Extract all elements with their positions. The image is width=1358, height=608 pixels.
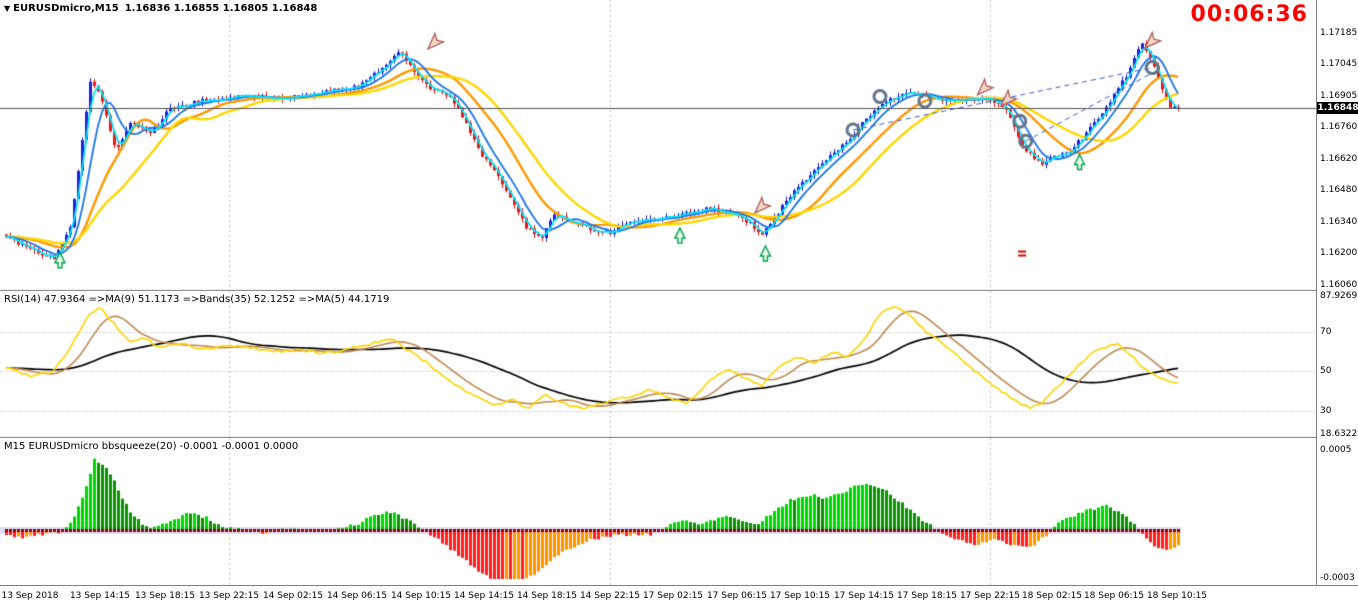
- time-label: 18 Sep 06:15: [1083, 591, 1145, 601]
- axis-tick: 1.16340: [1320, 217, 1358, 227]
- time-label: 13 Sep 18:15: [134, 591, 196, 601]
- symbol-header: ▼ EURUSDmicro,M15 1.16836 1.16855 1.16805 …: [4, 3, 317, 14]
- squeeze-indicator-header: M15 EURUSDmicro bbsqueeze(20) -0.0001 -0…: [4, 441, 299, 452]
- time-label: 17 Sep 14:15: [833, 591, 895, 601]
- candle-countdown-timer: 00:06:36: [1190, 2, 1308, 27]
- time-label: 18 Sep 02:15: [1021, 591, 1083, 601]
- axis-tick: -0.0003: [1320, 573, 1355, 583]
- axis-tick: 1.16620: [1320, 154, 1358, 164]
- time-label: 17 Sep 18:15: [896, 591, 958, 601]
- time-label: 14 Sep 22:15: [579, 591, 641, 601]
- time-label: 13 Sep 22:15: [198, 591, 260, 601]
- dropdown-icon: ▼: [4, 4, 11, 13]
- squeeze-indicator-canvas[interactable]: [0, 438, 1316, 585]
- axis-tick: 1.16060: [1320, 280, 1358, 290]
- symbol-label: EURUSDmicro,M15: [13, 3, 119, 14]
- time-label: 14 Sep 10:15: [390, 591, 452, 601]
- axis-tick: 1.16480: [1320, 185, 1358, 195]
- time-label: 18 Sep 10:15: [1146, 591, 1208, 601]
- axis-tick: 0.0005: [1320, 445, 1352, 455]
- time-label: 17 Sep 10:15: [769, 591, 831, 601]
- axis-tick: 87.9269: [1320, 291, 1358, 301]
- time-label: 13 Sep 2018: [1, 591, 59, 601]
- axis-tick: 1.17045: [1320, 59, 1358, 69]
- axis-tick: 70: [1320, 327, 1332, 337]
- rsi-indicator-header: RSI(14) 47.9364 =>MA(9) 51.1173 =>Bands(…: [4, 294, 390, 305]
- time-label: 14 Sep 06:15: [326, 591, 388, 601]
- axis-tick: 30: [1320, 406, 1332, 416]
- axis-tick: 18.6322: [1320, 429, 1358, 439]
- axis-tick: 1.16200: [1320, 248, 1358, 258]
- time-axis[interactable]: 13 Sep 2018 13 Sep 14:15 13 Sep 18:15 13 Se…: [0, 585, 1358, 608]
- ohlc-values: 1.16836 1.16855 1.16805 1.16848: [124, 3, 318, 14]
- time-label: 17 Sep 22:15: [959, 591, 1021, 601]
- time-label: 17 Sep 02:15: [642, 591, 704, 601]
- axis-tick: 1.16760: [1320, 122, 1358, 132]
- time-label: 14 Sep 18:15: [516, 591, 578, 601]
- time-label: 13 Sep 14:15: [69, 591, 131, 601]
- axis-tick: 1.17185: [1320, 28, 1358, 38]
- main-chart-canvas[interactable]: [0, 0, 1316, 291]
- current-price-badge: 1.16848: [1317, 102, 1358, 114]
- axis-tick: 50: [1320, 366, 1332, 376]
- time-label: 17 Sep 06:15: [706, 591, 768, 601]
- time-label: 14 Sep 02:15: [262, 591, 324, 601]
- rsi-indicator-canvas[interactable]: [0, 291, 1316, 438]
- price-axis[interactable]: 1.17185 1.17045 1.16905 1.16760 1.16620 1.164…: [1316, 0, 1358, 585]
- time-label: 14 Sep 14:15: [453, 591, 515, 601]
- axis-tick: 1.16905: [1320, 91, 1358, 101]
